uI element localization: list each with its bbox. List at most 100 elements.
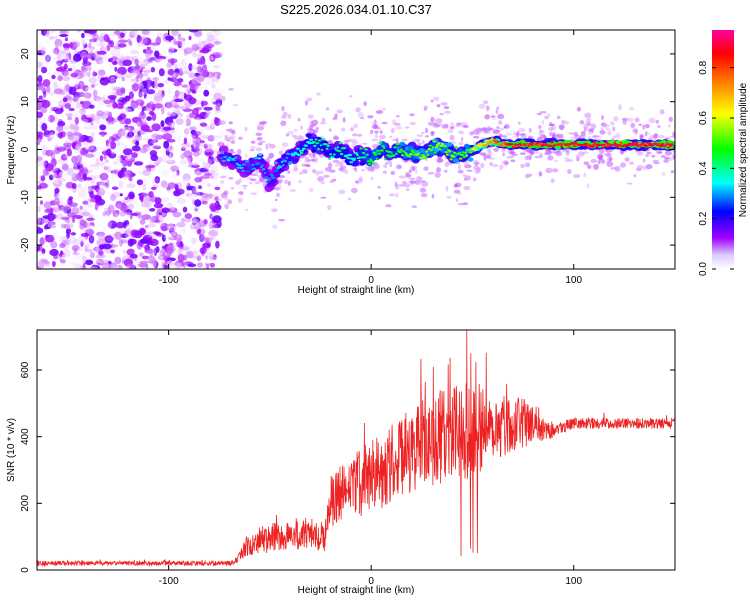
noise-blob (150, 154, 158, 162)
noise-blob (215, 105, 220, 111)
haze-blob (244, 153, 248, 159)
noise-blob (55, 61, 61, 66)
haze-blob (433, 96, 440, 102)
noise-blob (170, 112, 178, 120)
noise-blob (119, 99, 126, 105)
haze-blob (573, 174, 581, 178)
haze-blob (232, 104, 239, 107)
haze-blob (536, 112, 543, 116)
haze-blob (463, 178, 467, 181)
haze-blob (427, 171, 435, 175)
noise-blob (105, 237, 115, 241)
haze-blob (443, 169, 448, 173)
noise-blob (120, 32, 125, 38)
noise-blob (171, 108, 177, 117)
haze-blob (545, 167, 553, 174)
noise-blob (138, 263, 148, 268)
haze-blob (328, 162, 333, 169)
ridge-blob (325, 147, 329, 150)
noise-blob (74, 117, 79, 125)
ridge-blob (224, 155, 228, 158)
noise-blob (110, 194, 117, 202)
haze-blob (374, 133, 378, 139)
noise-blob (116, 141, 121, 147)
ridge-blob (605, 145, 610, 148)
noise-blob (60, 216, 70, 221)
haze-blob (492, 163, 499, 168)
haze-blob (657, 125, 661, 128)
noise-blob (205, 255, 209, 260)
haze-blob (363, 101, 368, 107)
noise-blob (116, 203, 122, 210)
haze-blob (492, 129, 501, 135)
noise-blob (167, 87, 172, 95)
noise-blob (84, 265, 94, 269)
noise-blob (59, 259, 66, 264)
noise-blob (88, 266, 98, 269)
ridge-blob (277, 168, 285, 173)
noise-blob (189, 82, 200, 91)
noise-blob (213, 40, 222, 45)
noise-blob (160, 154, 170, 163)
haze-blob (486, 105, 490, 112)
noise-blob (191, 146, 200, 153)
noise-blob (121, 126, 132, 133)
noise-blob (157, 191, 168, 199)
haze-blob (417, 142, 422, 147)
haze-blob (357, 112, 364, 118)
noise-blob (161, 106, 165, 115)
noise-blob (73, 53, 82, 62)
noise-blob (175, 91, 185, 95)
chart-title: S225.2026.034.01.10.C37 (280, 2, 432, 17)
noise-blob (55, 159, 64, 165)
noise-blob (100, 161, 106, 169)
noise-blob (171, 101, 179, 106)
noise-blob (180, 134, 184, 141)
noise-blob (54, 38, 63, 48)
haze-blob (548, 155, 554, 161)
haze-blob (221, 95, 226, 102)
colorbar-label: Normalized spectral amplitude (738, 82, 749, 217)
haze-blob (276, 192, 280, 198)
haze-blob (278, 184, 282, 191)
noise-blob (132, 83, 139, 92)
haze-blob (255, 132, 263, 136)
haze-blob (257, 142, 263, 146)
haze-blob (315, 171, 320, 176)
haze-blob (653, 162, 661, 165)
haze-blob (534, 155, 541, 159)
noise-blob (177, 47, 185, 51)
noise-blob (125, 106, 135, 112)
noise-blob (72, 239, 81, 246)
ridge-blob (337, 149, 342, 153)
noise-blob (115, 221, 125, 229)
noise-blob (47, 136, 52, 142)
noise-blob (90, 121, 94, 126)
haze-blob (472, 135, 480, 139)
haze-blob (404, 183, 411, 188)
noise-blob (214, 256, 220, 264)
haze-blob (360, 117, 365, 120)
haze-blob (567, 169, 572, 174)
noise-blob (152, 167, 160, 175)
noise-blob (154, 197, 162, 204)
noise-blob (37, 43, 42, 52)
noise-blob (67, 116, 73, 121)
haze-blob (222, 191, 227, 195)
ridge-blob (236, 166, 240, 169)
noise-blob (67, 235, 77, 244)
noise-blob (141, 244, 146, 248)
noise-blob (192, 206, 202, 214)
haze-blob (350, 187, 358, 194)
noise-blob (60, 206, 65, 213)
ridge-blob (353, 157, 357, 160)
noise-blob (45, 149, 54, 157)
noise-blob (122, 250, 127, 254)
noise-blob (184, 213, 192, 220)
noise-blob (45, 167, 50, 176)
haze-blob (490, 115, 496, 118)
noise-blob (197, 41, 207, 48)
haze-blob (644, 132, 650, 135)
noise-blob (212, 30, 221, 37)
ridge-blob (560, 145, 563, 148)
